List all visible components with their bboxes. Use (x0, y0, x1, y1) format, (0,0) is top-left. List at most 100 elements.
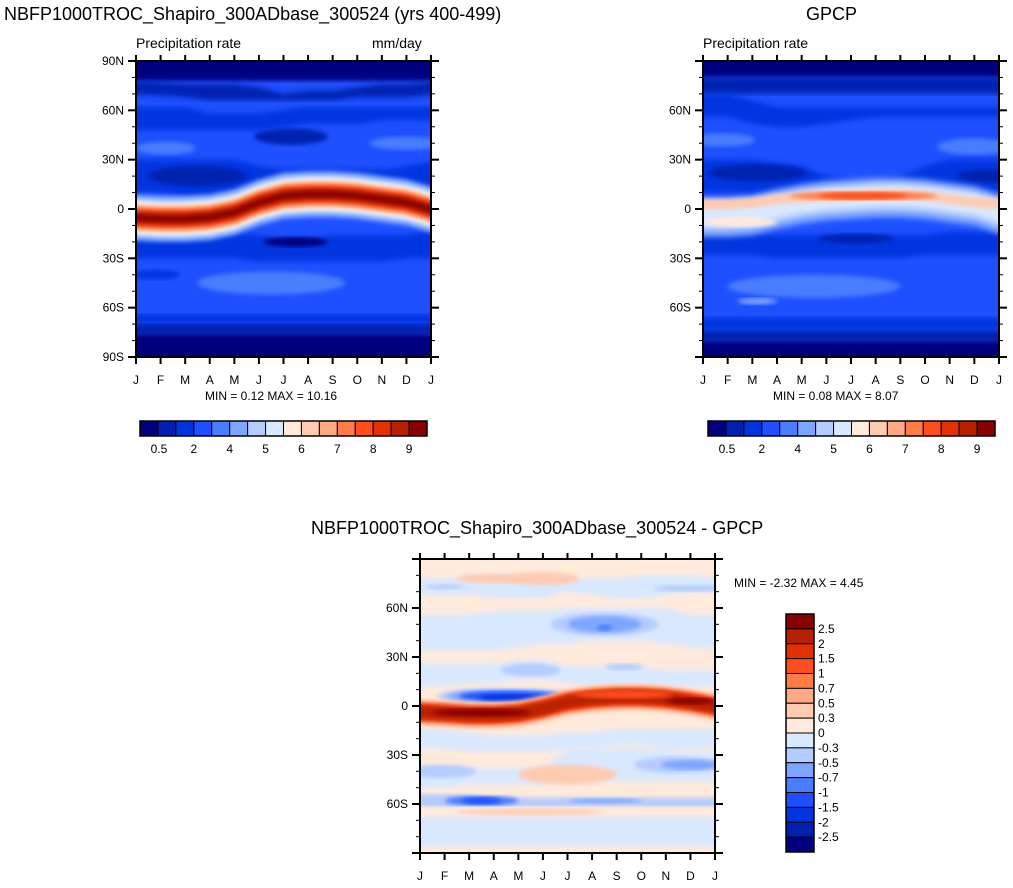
colorbar-swatch (707, 420, 727, 437)
colorbar-swatch (851, 420, 870, 437)
negative-patch (461, 797, 502, 804)
wet-bias-patch (574, 690, 674, 699)
colorbar-label: 1 (818, 667, 825, 681)
colorbar-swatch (785, 658, 815, 674)
colorbar-label: 8 (938, 442, 945, 456)
light-region (937, 138, 999, 155)
x-tick-label: D (970, 373, 979, 387)
colorbar-label: 0.5 (818, 696, 835, 710)
midlat-south-light (727, 274, 901, 298)
wet-bias-core (432, 708, 531, 717)
x-tick-label: F (157, 373, 164, 387)
colorbar-swatch (785, 747, 815, 764)
colorbar-swatch (785, 762, 815, 779)
positive-patch (518, 764, 617, 785)
colorbar-label: 5 (262, 442, 269, 456)
x-tick-label: O (637, 869, 646, 883)
colorbar-label: 9 (406, 442, 413, 456)
colorbar-label: 7 (334, 442, 341, 456)
x-tick-label: F (441, 869, 448, 883)
colorbar-swatch (785, 777, 815, 793)
x-tick-label: M (229, 373, 239, 387)
diff-panel-title: NBFP1000TROC_Shapiro_300ADbase_300524 - … (311, 518, 764, 538)
subtropical-dry-zone (707, 164, 807, 182)
x-tick-label: M (513, 869, 523, 883)
colorbar-label: -2.5 (818, 830, 839, 844)
colorbar-swatch (785, 732, 815, 749)
x-tick-label: S (896, 373, 904, 387)
colorbar-label: 4 (794, 442, 801, 456)
colorbar-swatch (785, 836, 815, 853)
x-tick-label: J (565, 869, 571, 883)
high-lat-south-dark (136, 324, 431, 334)
x-tick-label: M (747, 373, 757, 387)
x-tick-label: M (180, 373, 190, 387)
itcz-band (136, 190, 431, 223)
colorbar-swatch (157, 420, 177, 437)
subtropical-dry-zone (957, 169, 999, 183)
midlat-south-dark (136, 269, 181, 280)
high-lat-north-band (136, 81, 431, 101)
colorbar-frame (707, 420, 996, 437)
colorbar-swatch (976, 420, 996, 437)
model-panel-title: NBFP1000TROC_Shapiro_300ADbase_300524 (y… (4, 4, 502, 24)
x-tick-label: D (686, 869, 695, 883)
subtropical-south-band (703, 232, 999, 259)
colorbar-swatch (229, 420, 249, 437)
colorbar-swatch (785, 613, 815, 630)
positive-patch (506, 572, 580, 586)
negative-patch (567, 616, 642, 633)
x-tick-label: O (353, 373, 362, 387)
colorbar-label: 0.5 (151, 442, 168, 456)
colorbar-swatch (372, 420, 392, 437)
x-tick-label: O (920, 373, 929, 387)
x-tick-label: D (402, 373, 411, 387)
colorbar-swatch (904, 420, 924, 437)
x-tick-label: N (661, 869, 670, 883)
colorbar-swatch (785, 792, 815, 808)
light-region (136, 141, 195, 155)
colorbar-label: 6 (866, 442, 873, 456)
x-tick-label: N (377, 373, 386, 387)
y-tick-label: 0 (401, 699, 408, 713)
x-tick-label: A (773, 373, 781, 387)
x-tick-label: J (417, 869, 423, 883)
colorbar-swatch (785, 673, 815, 689)
model-minmax: MIN = 0.12 MAX = 10.16 (205, 389, 338, 403)
colorbar-label: -0.7 (818, 771, 839, 785)
y-tick-label: 30N (669, 153, 691, 167)
colorbar-swatch (247, 420, 267, 437)
itcz-south-branch (703, 217, 777, 228)
obs-minmax: MIN = 0.08 MAX = 8.07 (773, 389, 899, 403)
colorbar-label: 7 (902, 442, 909, 456)
high-lat-south-band (703, 317, 999, 331)
x-tick-label: J (996, 373, 1002, 387)
colorbar-label: -1 (818, 786, 829, 800)
negative-patch (420, 764, 477, 778)
colorbar-swatch (833, 420, 852, 437)
x-tick-label: S (613, 869, 621, 883)
subtropical-dry-minimum (263, 236, 328, 247)
negative-patch (653, 585, 715, 592)
x-tick-label: A (206, 373, 214, 387)
model-left-subtitle: Precipitation rate (136, 35, 242, 51)
light-region (703, 133, 755, 147)
storm-track-minimum (254, 128, 328, 145)
colorbar-swatch (779, 420, 799, 437)
x-tick-label: A (872, 373, 880, 387)
midlat-north-band (136, 107, 431, 131)
colorbar-label: 5 (830, 442, 837, 456)
x-tick-label: J (700, 373, 706, 387)
dry-bias-core (479, 694, 538, 702)
x-tick-label: J (823, 373, 829, 387)
positive-patch (456, 808, 605, 816)
diff-minmax: MIN = -2.32 MAX = 4.45 (734, 576, 864, 590)
colorbar-swatch (785, 628, 815, 645)
colorbar-label: 9 (974, 442, 981, 456)
light-region (369, 136, 431, 150)
y-tick-label: 30N (386, 650, 408, 664)
colorbar-label: 2 (758, 442, 765, 456)
colorbar-swatch (390, 420, 410, 437)
colorbar-swatch (868, 420, 888, 437)
colorbar-label: 6 (298, 442, 305, 456)
